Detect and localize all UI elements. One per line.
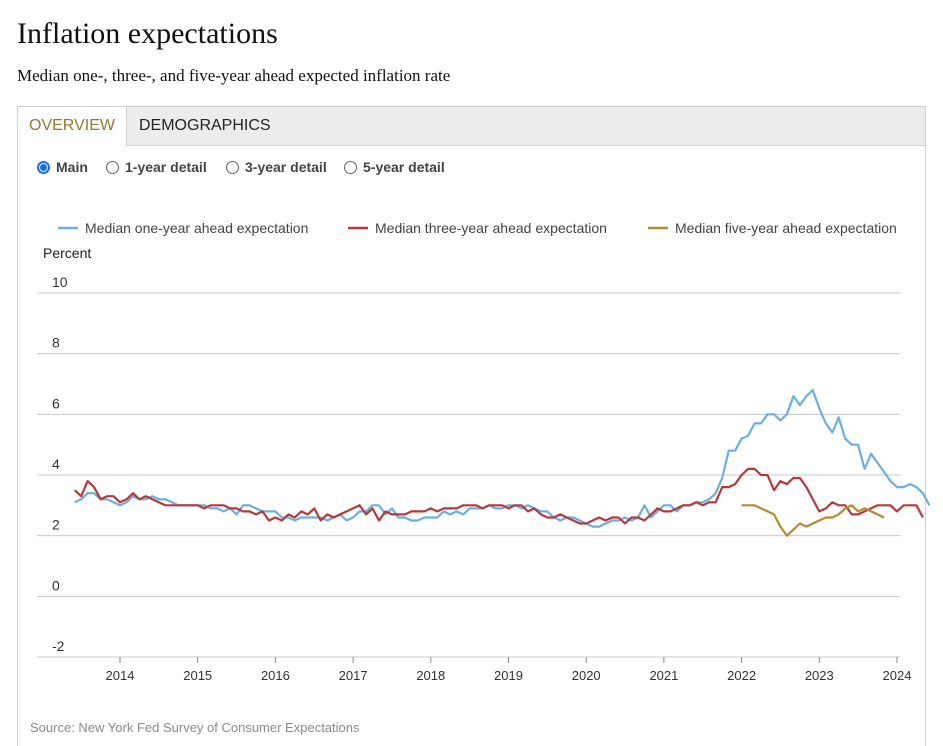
radio-3-year-detail[interactable]: 3-year detail [226, 159, 327, 175]
x-tick-label: 2015 [183, 668, 212, 683]
page-subtitle: Median one-, three-, and five-year ahead… [17, 66, 451, 85]
series-line-3 [741, 504, 885, 537]
radio-icon [226, 160, 239, 174]
tab-bar: OVERVIEW DEMOGRAPHICS [18, 107, 925, 146]
source-note: Source: New York Fed Survey of Consumer … [30, 720, 360, 735]
x-tick-label: 2020 [572, 668, 601, 683]
x-tick-label: 2021 [649, 668, 678, 683]
tab-overview[interactable]: OVERVIEW [18, 107, 127, 146]
x-tick-label: 2023 [805, 668, 834, 683]
y-tick-label: -2 [52, 638, 65, 654]
legend-label: Median three-year ahead expectation [375, 220, 607, 236]
series-line-2 [73, 467, 924, 525]
legend-label: Median one-year ahead expectation [85, 220, 308, 236]
series-lines [73, 389, 931, 537]
y-tick-label: 6 [52, 395, 60, 411]
x-tick-label: 2014 [106, 668, 135, 683]
radio-3-year-label: 3-year detail [245, 159, 327, 175]
legend: Median one-year ahead expectation Median … [58, 220, 897, 236]
x-tick-label: 2022 [727, 668, 756, 683]
page-title: Inflation expectations [17, 17, 278, 50]
y-tick-label: 0 [52, 577, 60, 593]
y-tick-label: 8 [52, 335, 60, 351]
radio-5-year-detail[interactable]: 5-year detail [344, 159, 445, 175]
radio-icon [344, 160, 357, 174]
radio-main-label: Main [56, 159, 88, 175]
x-tick-label: 2018 [416, 668, 445, 683]
grid: -2 0 2 4 6 8 10 [37, 274, 900, 658]
tab-demographics[interactable]: DEMOGRAPHICS [139, 117, 271, 134]
radio-main[interactable]: Main [37, 159, 88, 175]
y-tick-label: 2 [52, 517, 60, 533]
radio-selected-icon [37, 160, 50, 174]
radio-5-year-label: 5-year detail [363, 159, 445, 175]
x-tick-label: 2024 [883, 668, 912, 683]
radio-icon [106, 160, 119, 174]
radio-1-year-label: 1-year detail [125, 159, 207, 175]
x-tick-label: 2019 [494, 668, 523, 683]
series-line-1 [74, 389, 931, 528]
x-tick-label: 2017 [339, 668, 368, 683]
y-axis-label: Percent [43, 245, 91, 261]
x-tick-label: 2016 [261, 668, 290, 683]
chart-panel: OVERVIEW DEMOGRAPHICS Main 1-year detail… [17, 106, 926, 746]
y-tick-label: 10 [52, 274, 68, 290]
x-axis: 2014 2015 2016 2017 2018 2019 2020 2021 2022 2023… [106, 657, 912, 683]
legend-label: Median five-year ahead expectation [675, 220, 897, 236]
radio-1-year-detail[interactable]: 1-year detail [106, 159, 207, 175]
y-tick-label: 4 [52, 456, 60, 472]
